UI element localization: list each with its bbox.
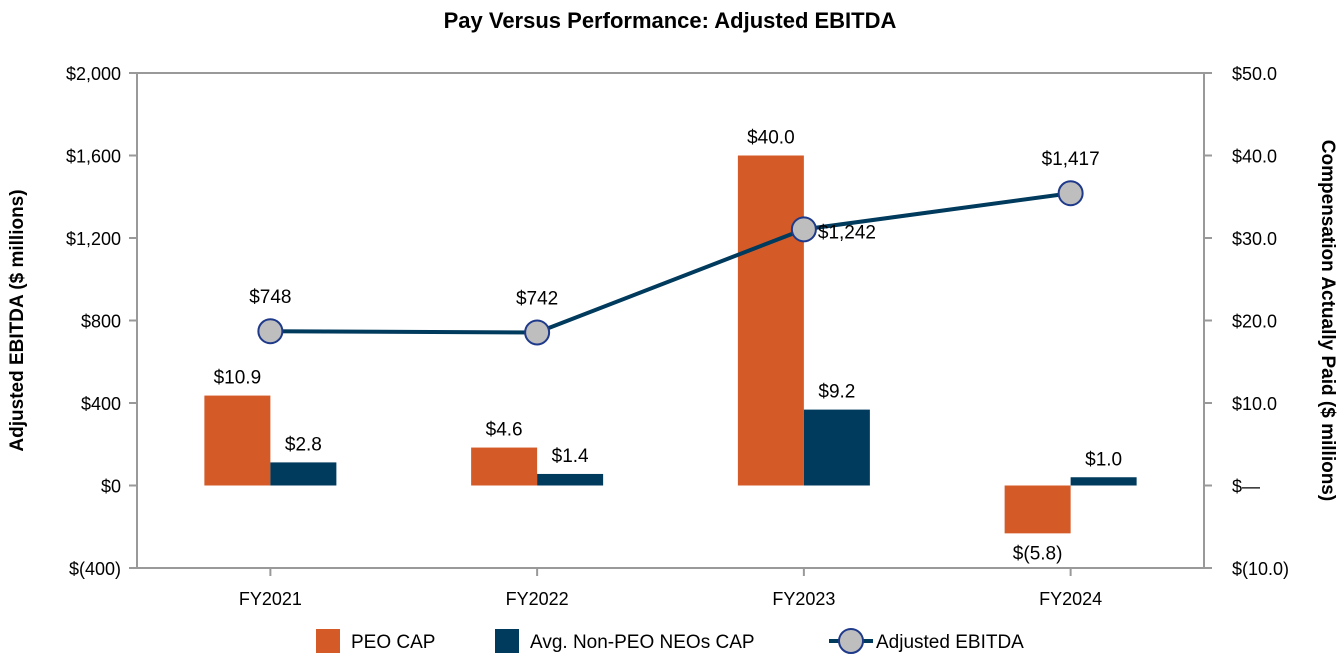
left-tick-label: $(400)	[69, 559, 121, 579]
x-tick-label: FY2023	[772, 589, 835, 609]
bar-data-label: $9.2	[818, 382, 855, 403]
x-tick-label: FY2022	[506, 589, 569, 609]
bar-peo-cap	[737, 155, 804, 486]
ebitda-point	[790, 216, 817, 243]
right-tick-label: $50.0	[1232, 64, 1277, 84]
left-tick-label: $800	[81, 312, 121, 332]
legend-swatch	[495, 629, 519, 653]
legend-label: Avg. Non-PEO NEOs CAP	[530, 632, 755, 653]
ebitda-point	[1057, 180, 1084, 207]
bar-avg-non-peo-neos-cap	[803, 409, 870, 486]
ebitda-data-label: $742	[516, 288, 558, 309]
left-tick-label: $0	[101, 477, 121, 497]
chart-title: Pay Versus Performance: Adjusted EBITDA	[444, 8, 897, 33]
ebitda-data-label: $1,242	[818, 222, 876, 243]
bar-data-label: $4.6	[486, 420, 523, 441]
legend-marker	[838, 628, 864, 654]
right-axis-title: Compensation Actually Paid ($ millions)	[1317, 140, 1338, 501]
ebitda-point	[257, 318, 284, 345]
bar-data-label: $(5.8)	[1013, 543, 1063, 564]
bar-data-label: $10.9	[214, 368, 262, 389]
bar-avg-non-peo-neos-cap	[270, 462, 337, 486]
legend-label: PEO CAP	[351, 632, 435, 653]
legend: PEO CAP Avg. Non-PEO NEOs CAP Adjusted EBI…	[316, 628, 1024, 654]
bar-avg-non-peo-neos-cap	[537, 473, 604, 486]
left-tick-label: $2,000	[66, 64, 121, 84]
right-tick-label: $—	[1232, 477, 1260, 497]
left-tick-label: $1,200	[66, 229, 121, 249]
ebitda-data-label: $748	[249, 287, 291, 308]
legend-label: Adjusted EBITDA	[876, 632, 1024, 653]
x-tick-label: FY2024	[1039, 589, 1102, 609]
left-axis-title: Adjusted EBITDA ($ millions)	[7, 189, 28, 451]
bar-peo-cap	[1004, 485, 1071, 534]
left-tick-label: $400	[81, 394, 121, 414]
bar-peo-cap	[471, 447, 538, 486]
legend-swatch	[316, 629, 340, 653]
right-tick-label: $20.0	[1232, 312, 1277, 332]
right-tick-label: $30.0	[1232, 229, 1277, 249]
plot-area: $(400) $0 $400 $800 $1,200 $1,600 $2,000 $(10.0…	[7, 64, 1338, 609]
bar-data-label: $1.4	[552, 446, 589, 467]
bar-peo-cap	[204, 395, 271, 486]
bar-data-label: $2.8	[285, 434, 322, 455]
bar-data-label: $1.0	[1085, 449, 1122, 470]
ebitda-data-label: $1,417	[1042, 149, 1100, 170]
bar-avg-non-peo-neos-cap	[1070, 477, 1137, 486]
ebitda-point	[524, 319, 551, 346]
ebitda-line	[270, 191, 1071, 335]
x-tick-label: FY2021	[239, 589, 302, 609]
left-tick-label: $1,600	[66, 147, 121, 167]
right-tick-label: $40.0	[1232, 147, 1277, 167]
right-tick-label: $(10.0)	[1232, 559, 1289, 579]
bar-data-label: $40.0	[747, 128, 795, 149]
right-tick-label: $10.0	[1232, 394, 1277, 414]
